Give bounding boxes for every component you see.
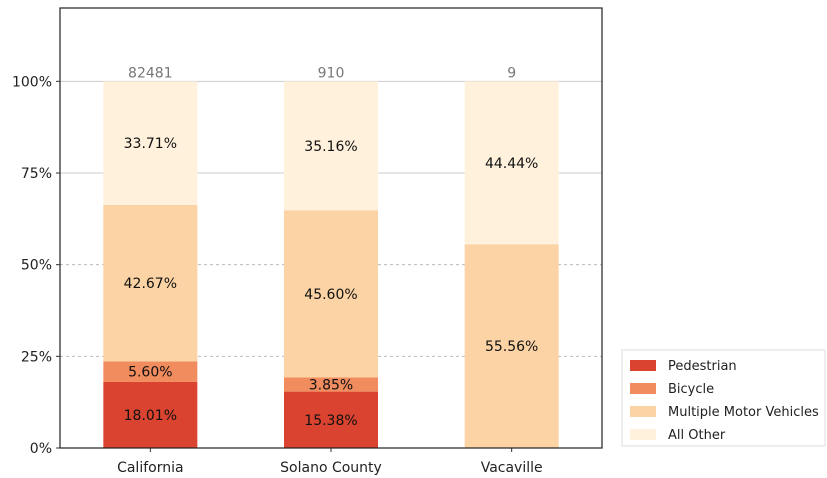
y-tick-label: 25% [21, 349, 52, 365]
legend-label: Bicycle [668, 382, 714, 397]
plot-frame [59, 7, 603, 449]
bar-segment-all-other [103, 81, 198, 205]
bar-segment-pedestrian [103, 381, 198, 448]
legend-swatch [630, 360, 656, 371]
legend-swatch [630, 383, 656, 394]
segment-value-label: 15.38% [304, 413, 357, 429]
legend-label: Multiple Motor Vehicles [668, 405, 819, 420]
y-tick-label: 75% [21, 166, 52, 182]
segment-value-label: 45.60% [304, 287, 357, 303]
segment-value-label: 3.85% [309, 378, 353, 394]
x-tick-label: California [117, 460, 183, 476]
segment-value-label: 55.56% [485, 339, 538, 355]
y-tick-label: 0% [30, 441, 52, 457]
segment-value-label: 18.01% [124, 408, 177, 424]
bar-segment-bicycle [103, 361, 198, 382]
bar-total-label: 910 [318, 65, 345, 81]
bar-total-label: 9 [507, 65, 516, 81]
x-tick-label: Solano County [280, 460, 382, 476]
bar-segment-multiple-motor-vehicles [284, 210, 378, 378]
y-tick-label: 100% [12, 74, 52, 90]
bar-segment-all-other [464, 81, 559, 245]
bar-segment-multiple-motor-vehicles [103, 204, 198, 362]
segment-value-label: 33.71% [124, 136, 177, 152]
legend-label: All Other [668, 428, 726, 443]
segment-value-label: 42.67% [124, 276, 177, 292]
legend-swatch [630, 429, 656, 440]
bar-segment-multiple-motor-vehicles [464, 244, 559, 448]
segment-value-label: 35.16% [304, 139, 357, 155]
bar-segment-all-other [284, 81, 378, 211]
y-tick-label: 50% [21, 258, 52, 274]
x-tick-label: Vacaville [481, 460, 543, 476]
bar-segment-bicycle [284, 377, 378, 392]
legend-swatch [630, 406, 656, 417]
legend-label: Pedestrian [668, 359, 737, 374]
bar-segment-pedestrian [284, 391, 378, 448]
segment-value-label: 44.44% [485, 156, 538, 172]
segment-value-label: 5.60% [128, 365, 172, 381]
bar-total-label: 82481 [128, 65, 173, 81]
